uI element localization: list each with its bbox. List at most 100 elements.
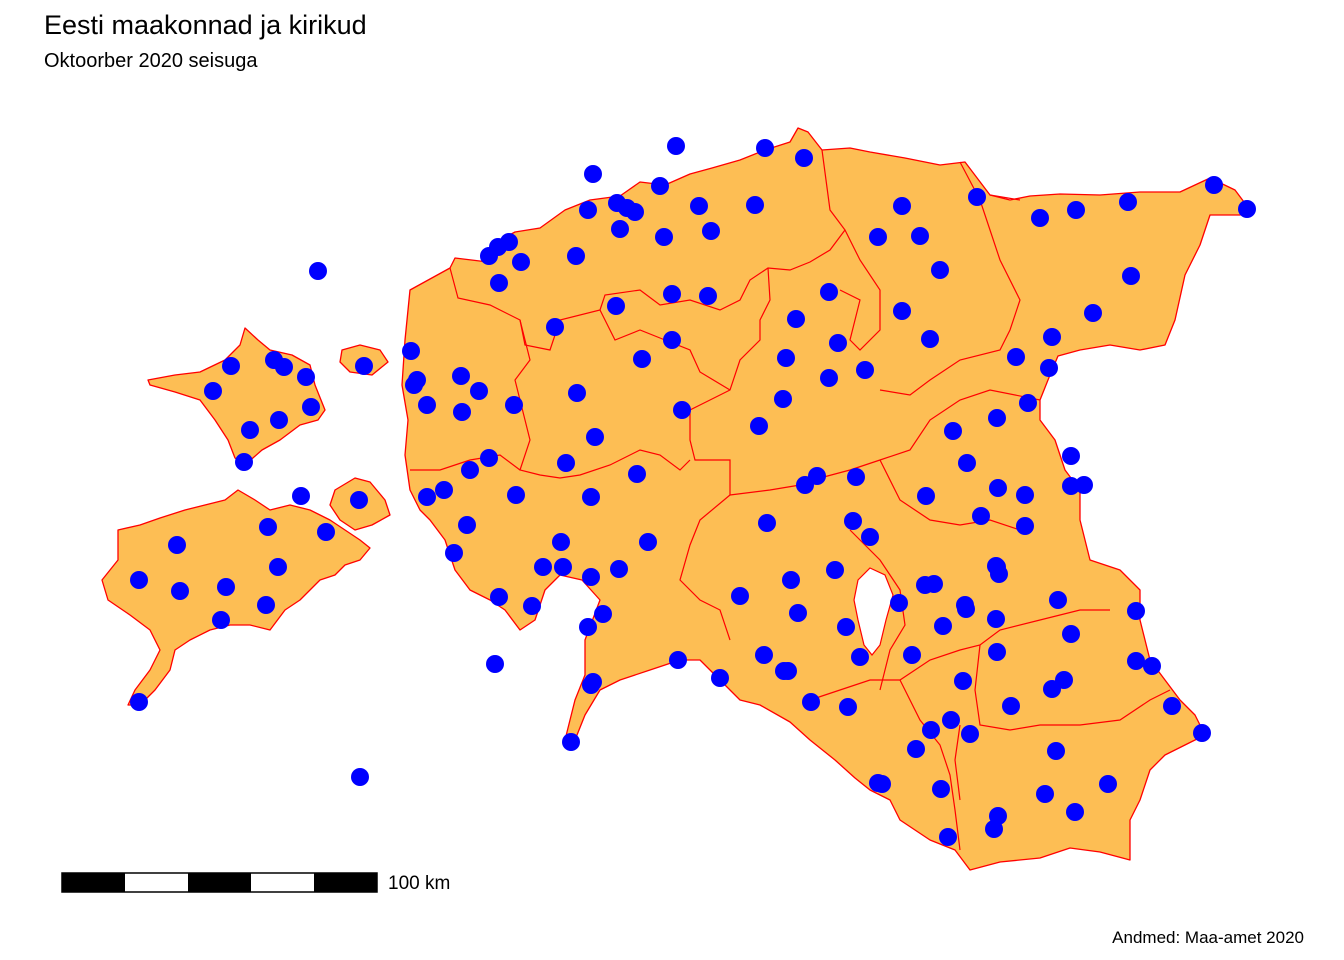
church-marker — [1075, 476, 1093, 494]
church-marker — [351, 768, 369, 786]
church-marker — [204, 382, 222, 400]
church-marker — [758, 514, 776, 532]
church-marker — [1099, 775, 1117, 793]
county-mainland — [401, 127, 1251, 871]
church-marker — [820, 369, 838, 387]
church-marker — [851, 648, 869, 666]
county-borders — [410, 149, 1171, 851]
church-marker — [480, 449, 498, 467]
church-marker — [1193, 724, 1211, 742]
church-marker — [562, 733, 580, 751]
church-marker — [584, 673, 602, 691]
church-marker — [922, 721, 940, 739]
church-marker — [582, 568, 600, 586]
church-marker — [269, 558, 287, 576]
church-marker — [1127, 602, 1145, 620]
church-marker — [554, 558, 572, 576]
church-marker — [954, 672, 972, 690]
church-marker — [669, 651, 687, 669]
church-marker — [699, 287, 717, 305]
church-marker — [802, 693, 820, 711]
church-marker — [445, 544, 463, 562]
church-marker — [942, 711, 960, 729]
church-marker — [470, 382, 488, 400]
church-marker — [505, 396, 523, 414]
church-marker — [507, 486, 525, 504]
church-marker — [690, 197, 708, 215]
church-marker — [939, 828, 957, 846]
church-marker — [856, 361, 874, 379]
church-marker — [418, 396, 436, 414]
church-marker — [944, 422, 962, 440]
church-marker — [1062, 625, 1080, 643]
church-marker — [958, 454, 976, 472]
church-marker — [490, 274, 508, 292]
church-marker — [779, 662, 797, 680]
map-title: Eesti maakonnad ja kirikud — [44, 10, 367, 40]
church-marker — [844, 512, 862, 530]
church-marker — [628, 465, 646, 483]
church-marker — [568, 384, 586, 402]
church-marker — [275, 358, 293, 376]
church-marker — [746, 196, 764, 214]
church-marker — [435, 481, 453, 499]
church-marker — [1043, 680, 1061, 698]
church-marker — [235, 453, 253, 471]
church-marker — [1122, 267, 1140, 285]
church-marker — [490, 588, 508, 606]
church-marker — [1047, 742, 1065, 760]
church-marker — [932, 780, 950, 798]
church-marker — [873, 775, 891, 793]
church-marker — [731, 587, 749, 605]
church-marker — [1143, 657, 1161, 675]
church-marker — [988, 409, 1006, 427]
church-marker — [711, 669, 729, 687]
church-marker — [988, 643, 1006, 661]
church-marker — [1007, 348, 1025, 366]
church-marker — [257, 596, 275, 614]
scale-bar-label: 100 km — [388, 873, 451, 894]
county-hiiumaa — [147, 327, 326, 466]
church-marker — [461, 461, 479, 479]
church-marker — [837, 618, 855, 636]
church-marker — [626, 203, 644, 221]
church-marker — [212, 611, 230, 629]
church-marker — [1043, 328, 1061, 346]
church-marker — [1066, 803, 1084, 821]
church-marker — [523, 597, 541, 615]
church-marker — [777, 349, 795, 367]
church-marker — [921, 330, 939, 348]
church-marker — [917, 487, 935, 505]
church-marker — [168, 536, 186, 554]
church-marker — [171, 582, 189, 600]
church-marker — [987, 610, 1005, 628]
church-marker — [259, 518, 277, 536]
church-marker — [586, 428, 604, 446]
church-marker — [907, 740, 925, 758]
church-marker — [350, 491, 368, 509]
church-marker — [302, 398, 320, 416]
church-marker — [985, 820, 1003, 838]
church-marker — [480, 247, 498, 265]
church-marker — [546, 318, 564, 336]
church-marker — [458, 516, 476, 534]
church-marker — [1002, 697, 1020, 715]
church-marker — [579, 201, 597, 219]
church-marker — [925, 575, 943, 593]
church-marker — [557, 454, 575, 472]
church-marker — [1036, 785, 1054, 803]
church-marker — [579, 618, 597, 636]
church-marker — [667, 137, 685, 155]
church-marker — [418, 488, 436, 506]
church-marker — [774, 390, 792, 408]
church-marker — [651, 177, 669, 195]
church-marker — [453, 403, 471, 421]
church-marker — [795, 149, 813, 167]
church-marker — [808, 467, 826, 485]
church-marker — [405, 376, 423, 394]
scale-bar — [61, 872, 378, 893]
church-marker — [756, 139, 774, 157]
church-marker — [130, 693, 148, 711]
church-marker — [584, 165, 602, 183]
church-marker — [607, 297, 625, 315]
